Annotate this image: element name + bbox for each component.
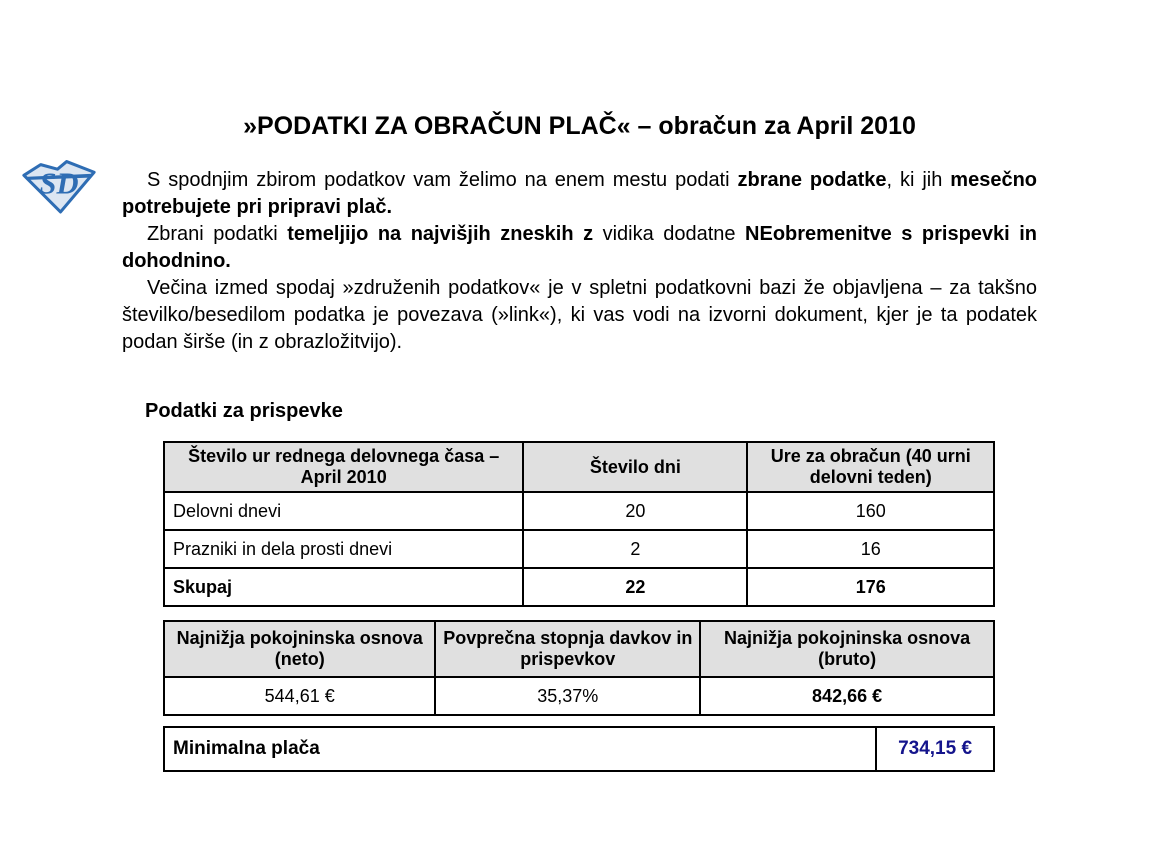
table-header-row: Število ur rednega delovnega časa – Apri… [162,441,995,493]
paragraph: S spodnjim zbirom podatkov vam želimo na… [122,167,1037,221]
text-run: Večina izmed spodaj »združenih podatkov«… [122,277,1037,353]
logo-diamond-shape [22,160,96,214]
cell-value: 20 [522,491,749,531]
cell-value: 734,15 € [875,726,995,772]
sd-logo: SD [22,160,96,214]
hours-table: Število ur rednega delovnega časa – Apri… [162,441,995,607]
text-run-bold: mesečno potrebujete pri pripravi plač. [122,169,1038,218]
paragraph: Večina izmed spodaj »združenih podatkov«… [122,275,1037,356]
table-row: Minimalna plača 734,15 € [162,726,995,772]
column-header: Število ur rednega delovnega časa – Apri… [162,441,525,493]
column-header: Najnižja pokojninska osnova (bruto) [699,620,995,678]
cell-value: 2 [522,529,749,569]
text-run: vidika dodatne [593,223,746,245]
text-run-bold: temeljijo na najvišjih zneskih z [287,223,594,245]
text-run-bold: NEobremenitve s prispevki in dohodnino. [122,223,1037,272]
paragraph: Zbrani podatki temeljijo na najvišjih zn… [122,221,1037,275]
minimum-wage-table: Minimalna plača 734,15 € [162,726,995,772]
column-header: Povprečna stopnja davkov in prispevkov [434,620,702,678]
section-heading-prispevki: Podatki za prispevke [145,400,343,422]
cell-value: 22 [522,567,749,607]
document-page: »PODATKI ZA OBRAČUN PLAČ« – obračun za A… [122,112,1037,772]
column-header: Najnižja pokojninska osnova (neto) [162,620,437,678]
row-label: Prazniki in dela prosti dnevi [162,529,525,569]
column-header: Ure za obračun (40 urni delovni teden) [746,441,995,493]
minimum-wage-link[interactable]: 734,15 € [898,738,973,759]
table-row: 544,61 € 35,37% 842,66 € [162,676,995,716]
logo-letters: SD [39,167,78,201]
row-label: Delovni dnevi [162,491,525,531]
table-total-row: Skupaj 22 176 [162,567,995,607]
text-run: , ki jih [886,169,951,191]
cell-value: 842,66 € [699,676,995,716]
text-run-bold: zbrane podatke [737,169,887,191]
table-header-row: Najnižja pokojninska osnova (neto) Povpr… [162,620,995,678]
row-label: Skupaj [162,567,525,607]
table-row: Delovni dnevi 20 160 [162,491,995,531]
cell-value: 16 [746,529,995,569]
cell-value: 544,61 € [162,676,437,716]
cell-value: 176 [746,567,995,607]
intro-paragraphs: S spodnjim zbirom podatkov vam želimo na… [122,167,1037,356]
column-header: Število dni [522,441,749,493]
page-title: »PODATKI ZA OBRAČUN PLAČ« – obračun za A… [243,112,916,140]
table-row: Prazniki in dela prosti dnevi 2 16 [162,529,995,569]
row-label: Minimalna plača [162,726,878,772]
text-run: S spodnjim zbirom podatkov vam želimo na… [147,169,738,191]
pension-table: Najnižja pokojninska osnova (neto) Povpr… [162,620,995,716]
cell-value: 35,37% [434,676,702,716]
cell-value: 160 [746,491,995,531]
text-run: Zbrani podatki [147,223,288,245]
logo-swoosh [25,173,93,180]
